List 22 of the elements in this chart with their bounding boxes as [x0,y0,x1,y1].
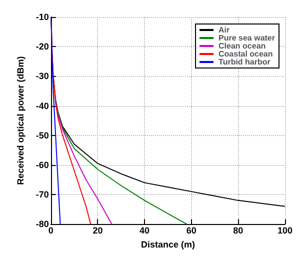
line-series [55,100,112,225]
x-axis-title: Distance (m) [140,240,195,250]
x-tick-label: 20 [92,226,103,236]
legend-label: Clean ocean [218,42,266,50]
y-axis-title: Received optical power (dBm) [16,56,26,185]
x-tick-label: 80 [233,226,244,236]
y-tick-label: -10 [36,12,49,22]
y-tick-label: -40 [36,100,49,111]
legend-label: Pure sea water [218,34,276,42]
y-tick-label: -60 [36,160,49,170]
legend-label: Coastal ocean [218,50,273,58]
y-tick-label: -70 [36,190,49,200]
x-tick-label: 0 [48,226,54,236]
x-tick-label: 60 [186,226,196,236]
legend-label: Turbid harbor [218,58,270,66]
x-tick-label: 40 [140,226,150,236]
y-tick-label: -80 [36,219,49,230]
y-tick-label: -50 [36,130,49,140]
legend-label: Air [218,26,230,34]
x-tick-label: 100 [277,226,293,236]
y-tick-label: -20 [36,42,49,52]
y-tick-label: -30 [36,71,49,82]
